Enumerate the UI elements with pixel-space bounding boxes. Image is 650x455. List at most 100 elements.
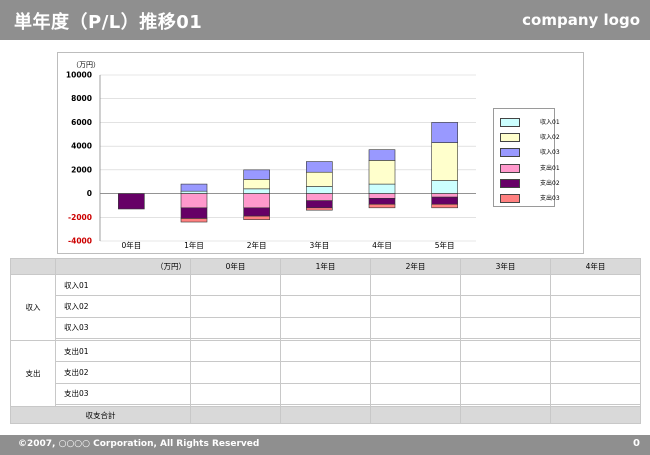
bar-segment [180,218,208,223]
bar-segment [431,122,458,143]
bar-segment [180,183,208,192]
legend-item: 支出03 [500,192,560,204]
legend-label: 支出01 [540,164,560,172]
bar-segment [306,161,333,173]
legend-label: 収入01 [540,119,560,126]
table-cell[interactable] [370,273,461,297]
table-cell[interactable] [370,295,461,318]
table-cell[interactable] [280,361,371,384]
table-cell[interactable] [370,339,461,363]
pl-table: （万円） 0年目 1年目 2年目 3年目 4年目 収入 収入01 収入02 収入… [10,258,641,424]
table-row: 収入 収入01 [10,273,641,341]
table-row: 支出02 [11,361,641,384]
x-tick-label: 1年目 [184,240,204,250]
bar-segment [368,183,396,194]
table-cell[interactable] [280,273,371,297]
table-cell[interactable] [460,382,551,406]
x-tick-label: 0年目 [121,240,141,250]
y-tick-label: -2000 [68,213,92,222]
x-tick-label: 2年目 [247,240,267,250]
header-corner [10,258,56,275]
company-logo: company logo [522,11,640,29]
column-header: 1年目 [280,258,371,275]
table-cell[interactable] [460,273,551,297]
bar-segment [431,142,458,181]
table-header-row: （万円） 0年目 1年目 2年目 3年目 4年目 [10,258,641,275]
bar-segment [368,203,396,209]
bar-segment [368,193,396,199]
legend-item: 支出02 [500,177,560,189]
table-cell[interactable] [370,316,461,340]
copyright-text: ©2007, ○○○○ Corporation, All Rights Rese… [18,439,260,449]
legend-swatch [500,133,520,143]
slide-footer: ©2007, ○○○○ Corporation, All Rights Rese… [0,435,650,455]
table-cell[interactable] [550,361,641,384]
table-cell[interactable] [370,382,461,406]
legend-item: 収入03 [500,146,560,158]
column-header: 0年目 [190,258,281,275]
bar-segment [431,196,458,205]
bar-segment [368,198,396,205]
bar-segment [118,193,145,210]
table-cell[interactable] [460,339,551,363]
table-cell[interactable] [280,316,371,340]
bar-segment [180,193,208,209]
legend-swatch [500,148,520,158]
bar-segment [243,215,270,220]
y-tick-label: 2000 [71,165,92,174]
x-tick-label: 3年目 [309,240,329,250]
table-cell[interactable] [280,295,371,318]
y-tick-label: -4000 [68,237,92,246]
bar-segment [368,149,396,161]
table-cell[interactable] [190,361,281,384]
table-cell[interactable] [550,316,641,340]
table-cell[interactable] [190,339,281,363]
x-tick-label: 4年目 [372,240,392,250]
bar-segment [431,193,458,198]
row-label: 支出02 [55,361,191,384]
expense-group-label: 支出 [10,339,56,408]
table-cell[interactable] [550,406,641,424]
bar-segment [180,207,208,219]
bar-segment [180,190,208,194]
bar-segment [306,186,333,194]
table-cell[interactable] [460,361,551,384]
table-cell[interactable] [550,339,641,363]
table-cell[interactable] [190,406,281,424]
bar-segment [243,169,270,180]
table-cell[interactable] [460,406,551,424]
table-row: 支出 支出01 [10,339,641,408]
bar-segment [431,203,458,209]
column-header: 4年目 [550,258,641,275]
y-tick-label: 0 [87,189,92,198]
table-cell[interactable] [550,273,641,297]
table-cell[interactable] [280,339,371,363]
bar-segment [243,179,270,190]
table-cell[interactable] [460,295,551,318]
table-cell[interactable] [370,406,461,424]
row-label: 支出03 [55,382,191,406]
table-cell[interactable] [190,316,281,340]
table-cell[interactable] [190,382,281,406]
bar-segment [368,160,396,185]
table-cell[interactable] [280,406,371,424]
table-cell[interactable] [460,316,551,340]
legend-label: 支出02 [540,179,560,187]
table-cell[interactable] [280,382,371,406]
column-header: 3年目 [460,258,551,275]
table-cell[interactable] [550,295,641,318]
legend-label: 収入02 [540,134,560,142]
y-tick-label: 4000 [71,142,92,151]
row-label: 収入01 [55,273,191,297]
legend-swatch [500,163,520,173]
y-tick-label: 6000 [71,118,92,127]
row-label: 収入02 [55,295,191,318]
bar-segment [306,207,333,211]
table-cell[interactable] [190,273,281,297]
table-cell[interactable] [190,295,281,318]
legend-swatch [500,194,520,203]
bar-segment [243,193,270,209]
table-cell[interactable] [370,361,461,384]
table-row: 収入02 [11,295,641,318]
table-cell[interactable] [550,382,641,406]
